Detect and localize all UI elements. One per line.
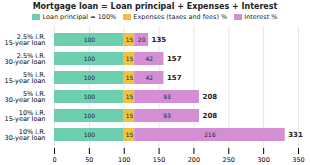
- svg-text:157: 157: [167, 74, 182, 82]
- svg-text:157: 157: [167, 55, 182, 63]
- svg-text:15: 15: [126, 55, 134, 62]
- svg-text:150: 150: [153, 156, 165, 164]
- svg-text:216: 216: [204, 131, 216, 138]
- svg-text:15: 15: [126, 74, 134, 81]
- svg-text:42: 42: [145, 74, 153, 81]
- svg-text:93: 93: [163, 112, 171, 119]
- svg-text:15: 15: [126, 112, 134, 119]
- svg-text:0: 0: [52, 156, 56, 164]
- svg-text:350: 350: [292, 156, 304, 164]
- html-text:Interest %: Interest %: [244, 13, 278, 21]
- svg-text:100: 100: [84, 36, 96, 43]
- svg-text:20: 20: [138, 36, 146, 43]
- svg-text:2.5% i.R.15-year loan: 2.5% i.R.15-year loan: [5, 33, 46, 48]
- svg-text:50: 50: [85, 156, 93, 164]
- svg-text:208: 208: [203, 93, 218, 101]
- svg-text:10% i.R.30-year loan: 10% i.R.30-year loan: [5, 128, 46, 143]
- html-text:Loan principal = 100%: Loan principal = 100%: [42, 13, 117, 21]
- svg-text:100: 100: [84, 112, 96, 119]
- svg-text:15: 15: [126, 131, 134, 138]
- svg-text:2.5% i.R.30-year loan: 2.5% i.R.30-year loan: [5, 52, 46, 67]
- svg-text:100: 100: [84, 74, 96, 81]
- svg-text:10% i.R.15-year loan: 10% i.R.15-year loan: [5, 109, 46, 124]
- svg-text:331: 331: [288, 131, 303, 139]
- svg-text:5% i.R.15-year loan: 5% i.R.15-year loan: [5, 71, 46, 86]
- html-text:Expenses (taxes and fees) %: Expenses (taxes and fees) %: [133, 13, 228, 21]
- svg-text:5% i.R.30-year loan: 5% i.R.30-year loan: [5, 90, 46, 105]
- svg-text:100: 100: [84, 131, 96, 138]
- svg-text:100: 100: [84, 93, 96, 100]
- svg-text:300: 300: [257, 156, 269, 164]
- svg-text:42: 42: [145, 55, 153, 62]
- svg-text:250: 250: [223, 156, 235, 164]
- svg-text:208: 208: [203, 112, 218, 120]
- html-text:Mortgage loan = Loan principal: Mortgage loan = Loan principal + Expense…: [32, 2, 278, 11]
- svg-text:100: 100: [84, 55, 96, 62]
- svg-text:15: 15: [126, 93, 134, 100]
- svg-text:15: 15: [126, 36, 134, 43]
- svg-text:200: 200: [188, 156, 200, 164]
- svg-text:100: 100: [118, 156, 130, 164]
- svg-text:93: 93: [163, 93, 171, 100]
- svg-text:135: 135: [152, 36, 167, 44]
